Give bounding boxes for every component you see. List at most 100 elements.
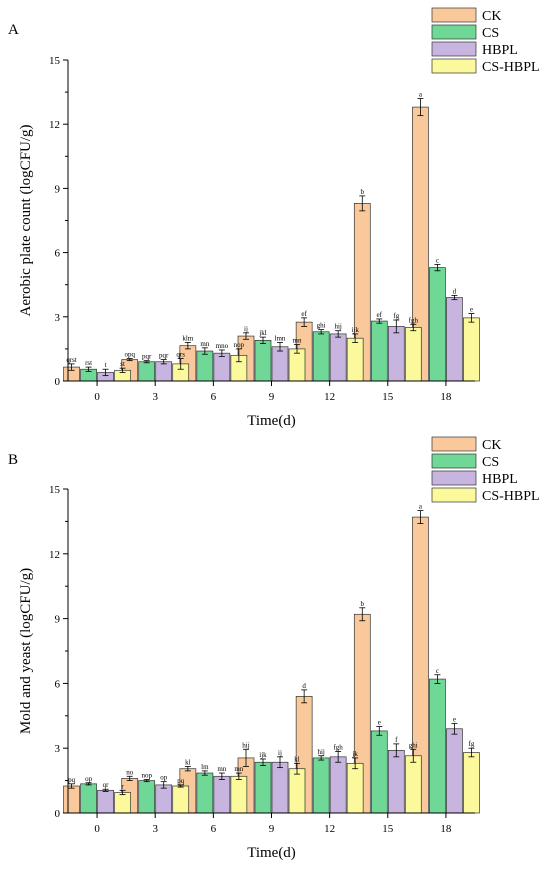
significance-label: rst [85,359,92,367]
significance-label: pq [177,777,185,785]
bar-cs-6 [196,772,214,814]
significance-label: jk [351,750,358,758]
significance-label: op [160,774,168,782]
y-tick-label: 15 [49,484,61,496]
significance-label: b [361,188,365,196]
legend-swatch-hbpl [431,470,477,486]
significance-label: nop [141,772,152,780]
bar-cs-15 [370,730,388,814]
bar-cs-18 [429,678,446,814]
significance-label: b [361,600,365,608]
legend-swatch-hbpl [431,41,477,57]
significance-label: ij [244,325,248,333]
significance-label: d [453,287,457,295]
y-tick-label: 3 [55,743,61,755]
legend-swatch-ck [431,7,477,23]
bar-hbpl-9 [271,346,289,382]
significance-label: r [121,782,124,790]
bar-cs-3 [138,780,156,814]
bar-cs-hbpl-6 [230,775,248,814]
y-tick-label: 3 [55,312,61,324]
bar-cs-hbpl-9 [288,348,306,382]
legend-label: CS-HBPL [482,489,540,504]
x-tick-label: 0 [94,823,100,835]
y-tick-label: 0 [55,376,61,388]
x-tick-label: 9 [269,823,275,835]
significance-label: e [453,715,456,723]
legend-swatch-cs [431,24,477,40]
y-tick-label: 6 [55,248,61,260]
legend-label: CS [482,455,499,470]
bar-hbpl-3 [155,784,173,814]
y-tick-label: 15 [49,55,61,67]
significance-label: pqr [159,352,169,360]
significance-label: a [419,503,423,511]
bar-cs-18 [429,267,446,382]
bar-ck-0 [63,785,80,814]
bar-hbpl-6 [213,352,231,382]
legend-swatch-cs [431,453,477,469]
bar-hbpl-12 [329,333,347,382]
significance-label: fg [469,740,475,748]
significance-label: hij [334,323,341,331]
significance-label: ij [278,749,282,757]
significance-label: nop [234,341,245,349]
significance-label: fg [393,312,399,320]
significance-label: op [85,775,93,783]
significance-label: hij [242,741,249,749]
legend-label: HBPL [482,43,518,58]
x-tick-label: 3 [152,391,158,403]
significance-label: f [395,736,398,744]
significance-label: lm [201,763,209,771]
significance-label: no [126,768,134,776]
bar-cs-9 [254,761,272,814]
significance-label: e [378,719,381,727]
bar-hbpl-0 [97,789,114,814]
x-tick-label: 3 [152,823,158,835]
bar-cs-hbpl-0 [114,792,131,814]
bar-cs-hbpl-15 [404,327,422,382]
legend-label: CK [482,9,501,24]
legend: CK CS HBPL CS-HBPL [431,436,540,504]
significance-label: ef [301,310,307,318]
bar-hbpl-9 [271,761,289,814]
x-tick-label: 0 [94,391,100,403]
significance-label: ijk [259,751,267,759]
bar-cs-hbpl-3 [172,785,190,814]
x-tick-label: 6 [211,391,217,403]
bar-cs-hbpl-12 [346,762,364,814]
significance-label: c [436,256,439,264]
significance-label: t [105,361,107,369]
significance-label: qrs [176,351,185,359]
bar-cs-12 [312,331,330,382]
significance-label: hij [317,748,324,756]
x-axis-title: Time(d) [247,413,296,429]
y-tick-label: 9 [55,183,61,195]
bar-cs-hbpl-15 [404,755,422,814]
panel-label: A [8,22,19,38]
legend-swatch-cs-hbpl [431,58,477,74]
y-tick-label: 6 [55,678,61,690]
bar-cs-3 [138,361,156,382]
significance-label: e [470,306,473,314]
legend-swatch-ck [431,436,477,452]
x-tick-label: 15 [382,391,394,403]
y-tick-label: 9 [55,614,61,626]
legend-label: CS-HBPL [482,60,540,75]
significance-label: c [436,667,439,675]
significance-label: st [120,360,125,368]
bar-cs-15 [370,320,388,382]
bar-hbpl-15 [387,326,405,382]
y-tick-label: 0 [55,808,61,820]
legend: CK CS HBPL CS-HBPL [431,7,540,75]
significance-label: mn [293,337,302,345]
significance-label: d [302,682,306,690]
legend-label: CS [482,26,499,41]
bar-cs-0 [80,783,97,814]
bar-cs-hbpl-12 [346,337,364,382]
bar-cs-hbpl-18 [463,317,480,382]
significance-label: qr [103,781,110,789]
bar-hbpl-12 [329,756,347,814]
